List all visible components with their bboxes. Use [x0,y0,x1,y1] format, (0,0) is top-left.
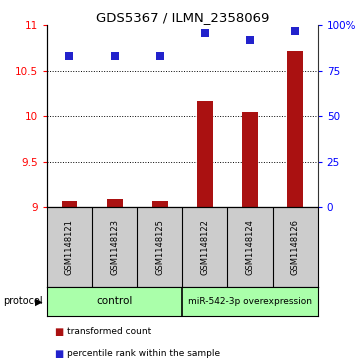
Text: GSM1148126: GSM1148126 [291,219,300,275]
Bar [287,51,303,207]
Text: GSM1148122: GSM1148122 [200,219,209,275]
Bar [197,101,213,207]
Bar [152,200,168,207]
Text: GSM1148125: GSM1148125 [155,219,164,275]
Title: GDS5367 / ILMN_2358069: GDS5367 / ILMN_2358069 [96,11,269,24]
Point [112,53,118,59]
Bar [107,199,122,207]
Text: GSM1148121: GSM1148121 [65,219,74,275]
Point [202,30,208,36]
Text: transformed count: transformed count [67,327,151,337]
Point [157,53,162,59]
Text: ▶: ▶ [35,296,43,306]
Text: protocol: protocol [4,296,43,306]
Point [247,37,253,43]
Point [67,53,73,59]
Text: GSM1148123: GSM1148123 [110,219,119,275]
Text: miR-542-3p overexpression: miR-542-3p overexpression [188,297,312,306]
Text: ■: ■ [54,349,64,359]
Point [292,28,298,34]
Text: percentile rank within the sample: percentile rank within the sample [67,349,220,358]
Text: ■: ■ [54,327,64,337]
Bar [242,111,258,207]
Text: GSM1148124: GSM1148124 [245,219,255,275]
Bar [62,200,77,207]
Text: control: control [96,296,133,306]
